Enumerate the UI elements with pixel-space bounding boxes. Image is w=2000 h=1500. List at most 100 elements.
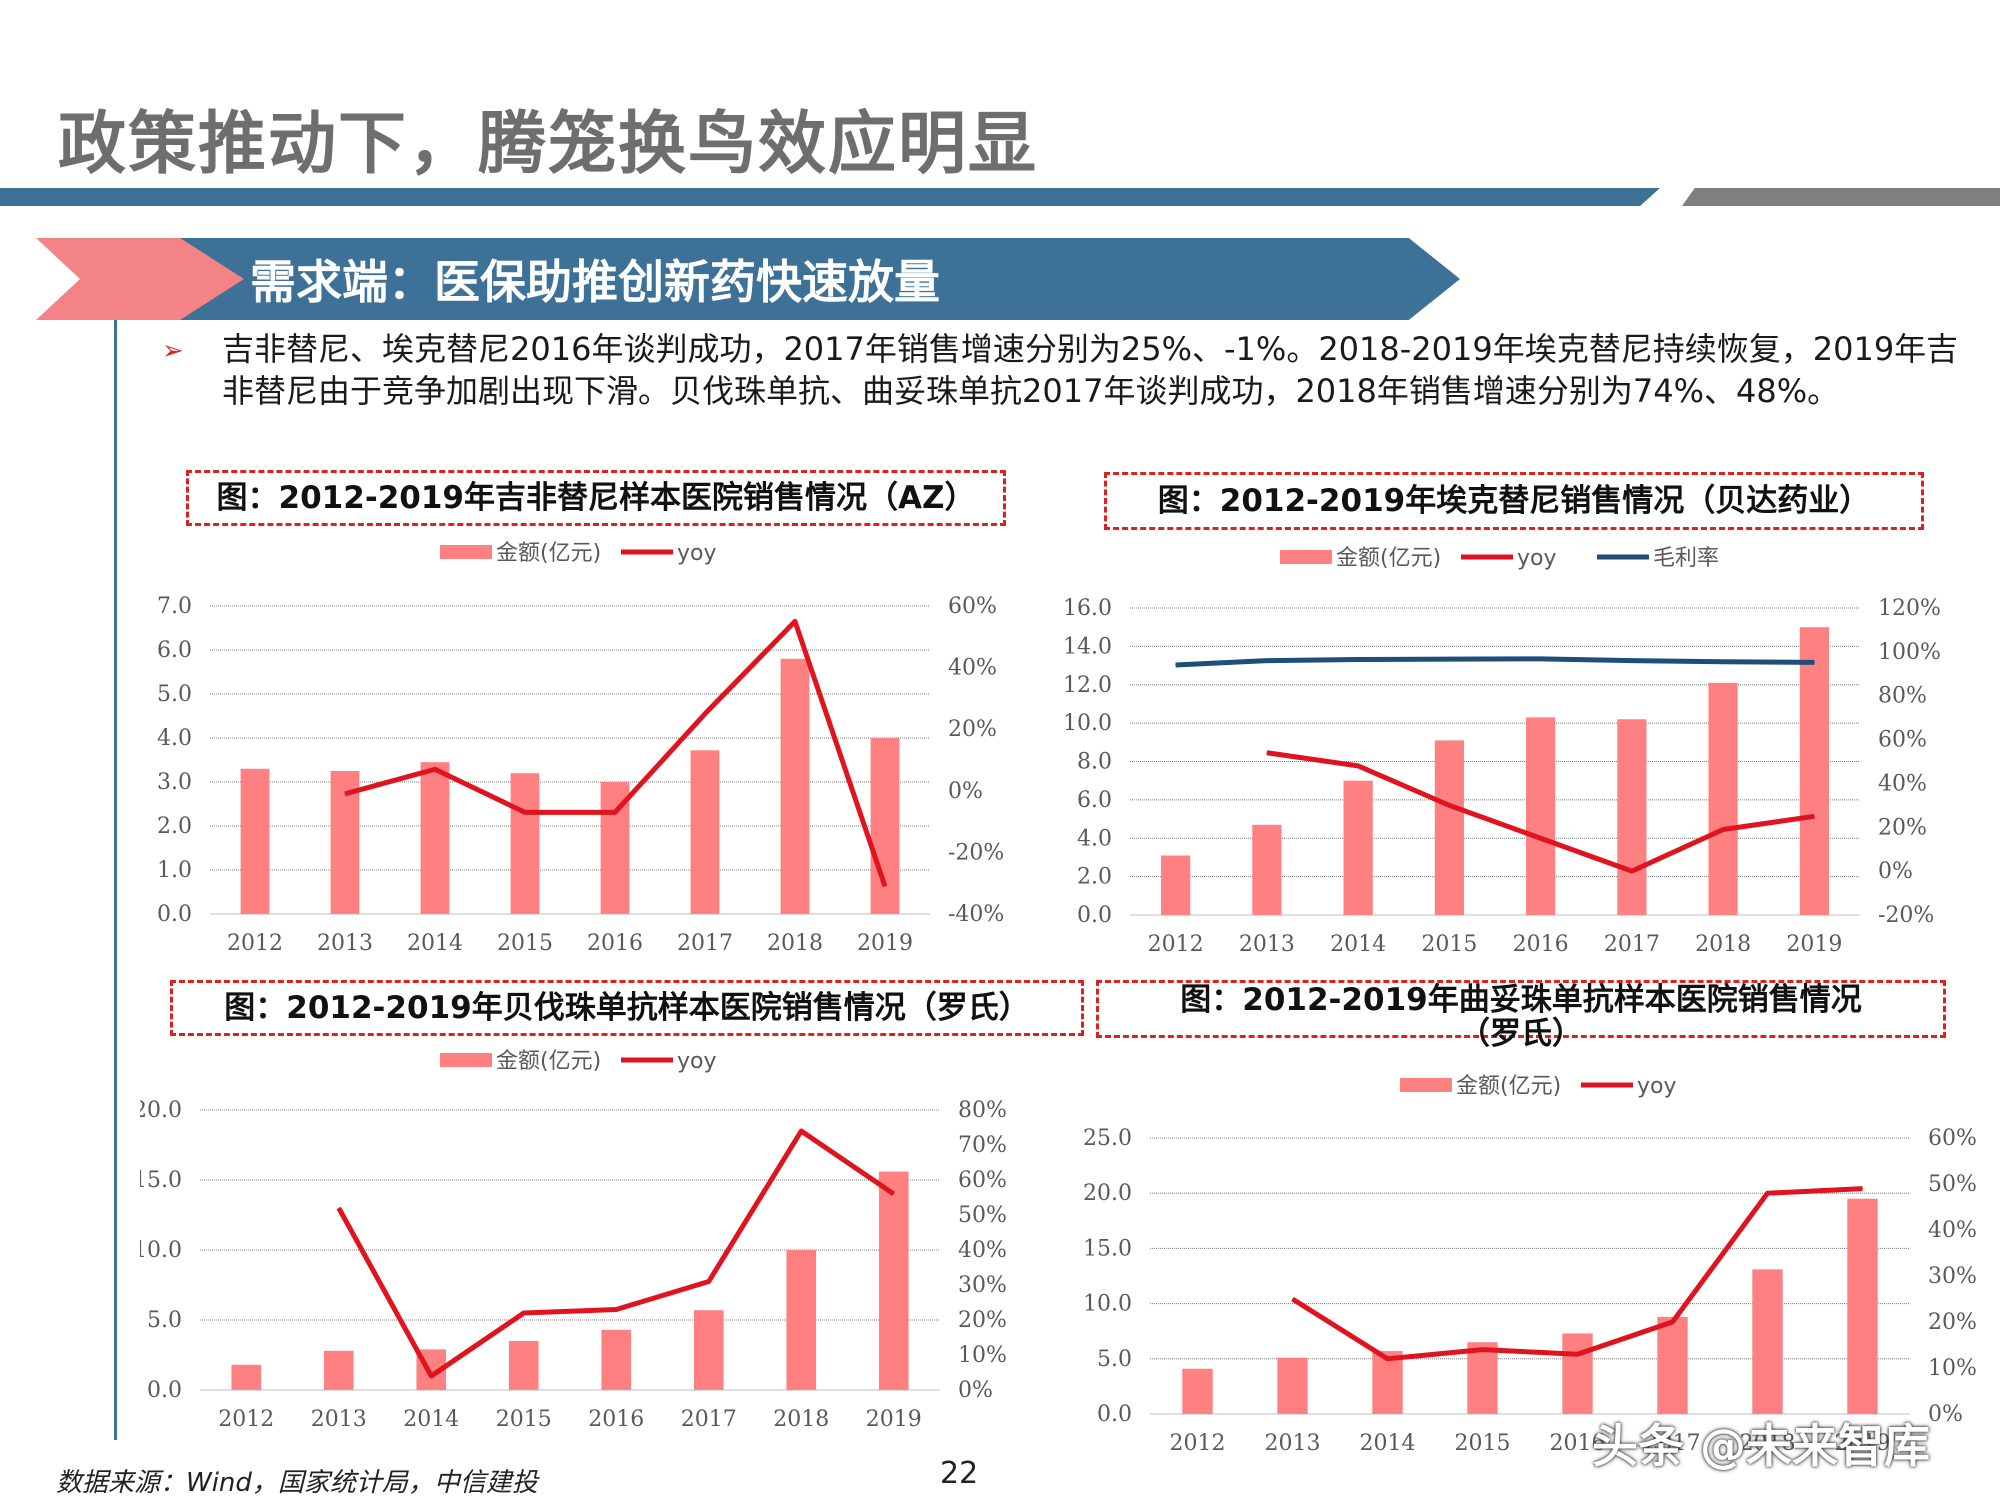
line-point — [615, 1309, 617, 1310]
line-point — [884, 885, 886, 887]
right-tick-label: 0% — [958, 1378, 993, 1403]
chart-gefitinib-svg: 0.0 1.0 2.0 3.0 4.0 5.0 6.0 7.0 -40% -20% 0% 20% 40%… — [157, 541, 1004, 956]
category-label: 2013 — [317, 931, 373, 956]
bar — [1434, 740, 1464, 915]
line-point — [1482, 1349, 1483, 1351]
bar — [786, 1250, 817, 1390]
data-source-note: 数据来源：Wind，国家统计局，中信建投 — [56, 1468, 538, 1498]
right-tick-label: 20% — [1878, 815, 1927, 840]
bar — [870, 738, 900, 914]
bar — [323, 1350, 354, 1390]
line-point — [1448, 804, 1450, 806]
line-point — [524, 811, 526, 813]
watermark: 头条 @未来智库 — [1592, 1419, 1931, 1473]
bar — [1182, 1368, 1213, 1414]
line-point — [1357, 659, 1359, 661]
category-label: 2018 — [1695, 932, 1751, 957]
chart-title-frame-2: 图：2012-2019年埃克替尼销售情况（贝达药业） — [1104, 472, 1924, 530]
right-tick-label: 20% — [948, 717, 997, 742]
category-label: 2015 — [497, 931, 553, 956]
chart-title-4: 图：2012-2019年曲妥珠单抗样本医院销售情况（罗氏） — [1180, 982, 1862, 1052]
chart-bevacizumab-svg: 0.0 5.0 10.0 15.0 20.0 0% 10% 20% 30% 40% 50% 60% 70… — [140, 1049, 1007, 1432]
category-label: 2016 — [1513, 932, 1569, 957]
right-tick-label: 60% — [1928, 1126, 1977, 1151]
line-point — [708, 1281, 710, 1282]
right-tick-label: 20% — [1928, 1310, 1977, 1335]
left-tick-label: 16.0 — [1063, 596, 1112, 621]
left-tick-label: 25.0 — [1083, 1126, 1132, 1151]
bar — [1847, 1198, 1878, 1414]
right-tick-label: -40% — [948, 902, 1004, 927]
left-tick-label: 10.0 — [1063, 711, 1112, 736]
bar — [780, 658, 810, 914]
bar — [1343, 780, 1373, 915]
line-point — [523, 1312, 525, 1314]
legend-label: yoy — [677, 541, 717, 566]
line-point — [1540, 837, 1542, 839]
line-point — [344, 793, 346, 795]
chart-trastuzumab: 0.0 5.0 10.0 15.0 20.0 25.0 0% 10% 20% 30% 40% 50% 6… — [1080, 1070, 1980, 1470]
right-tick-label: 80% — [958, 1098, 1007, 1123]
left-tick-label: 7.0 — [157, 594, 192, 619]
line-point — [338, 1207, 340, 1209]
bar — [1562, 1333, 1593, 1414]
legend-label: yoy — [677, 1049, 717, 1074]
category-label: 2014 — [407, 931, 463, 956]
left-tick-label: 20.0 — [140, 1098, 182, 1123]
line-point — [794, 620, 796, 622]
bullet-text: 吉非替尼、埃克替尼2016年谈判成功，2017年销售增速分别为25%、-1%。2… — [222, 330, 1959, 410]
right-tick-label: 60% — [958, 1168, 1007, 1193]
right-tick-label: 70% — [958, 1133, 1007, 1158]
bar — [1617, 719, 1647, 915]
line-point — [1722, 661, 1724, 663]
chart-icotinib-svg: 0.0 2.0 4.0 6.0 8.0 10.0 12.0 14.0 16.0 -20% 0% 20%… — [1063, 546, 1941, 957]
category-label: 2019 — [1786, 932, 1842, 957]
line-point — [704, 713, 706, 715]
legend-label: 金额(亿元) — [496, 541, 601, 566]
category-label: 2013 — [1239, 932, 1295, 957]
line-point — [1387, 1358, 1388, 1360]
legend-label: 毛利率 — [1653, 546, 1719, 571]
left-tick-label: 1.0 — [157, 858, 192, 883]
left-tick-label: 8.0 — [1077, 750, 1112, 775]
bar — [231, 1364, 262, 1390]
section-banner — [180, 238, 1460, 320]
left-tick-label: 20.0 — [1083, 1181, 1132, 1206]
left-tick-label: 14.0 — [1063, 634, 1112, 659]
chart-title-frame-1: 图：2012-2019年吉非替尼样本医院销售情况（AZ） — [186, 470, 1006, 526]
chart-title-3: 图：2012-2019年贝伐珠单抗样本医院销售情况（罗氏） — [224, 990, 1030, 1026]
category-label: 2019 — [857, 931, 913, 956]
line-point — [1540, 658, 1542, 660]
legend-label: 金额(亿元) — [496, 1049, 601, 1074]
category-label: 2012 — [1170, 1431, 1226, 1456]
legend-label: 金额(亿元) — [1336, 546, 1441, 571]
left-tick-label: 4.0 — [157, 726, 192, 751]
bar — [420, 762, 450, 914]
category-label: 2012 — [227, 931, 283, 956]
bar — [601, 1329, 632, 1390]
right-tick-label: -20% — [1878, 903, 1934, 928]
bar — [1252, 824, 1282, 915]
left-tick-label: 10.0 — [140, 1238, 182, 1263]
line-point — [1813, 815, 1815, 817]
line-point — [1448, 658, 1450, 660]
chart-title-2: 图：2012-2019年埃克替尼销售情况（贝达药业） — [1157, 483, 1871, 519]
left-tick-label: 15.0 — [140, 1168, 182, 1193]
right-tick-label: 40% — [948, 656, 997, 681]
right-tick-label: 80% — [1878, 684, 1927, 709]
header-rule-gray — [1682, 188, 2000, 206]
line-point — [1767, 1192, 1768, 1194]
bar — [510, 773, 540, 914]
line-point — [1266, 752, 1268, 754]
right-tick-label: 20% — [958, 1308, 1007, 1333]
right-tick-label: 60% — [948, 594, 997, 619]
category-label: 2018 — [1740, 1431, 1796, 1456]
chart-gefitinib: 0.0 1.0 2.0 3.0 4.0 5.0 6.0 7.0 -40% -20% 0% 20% 40%… — [140, 530, 1020, 970]
right-tick-label: 30% — [958, 1273, 1007, 1298]
category-label: 2018 — [773, 1407, 829, 1432]
bar — [1799, 627, 1829, 915]
right-tick-label: 120% — [1878, 596, 1941, 621]
line-point — [1292, 1298, 1293, 1300]
category-label: 2013 — [311, 1407, 367, 1432]
left-tick-label: 15.0 — [1083, 1236, 1132, 1261]
